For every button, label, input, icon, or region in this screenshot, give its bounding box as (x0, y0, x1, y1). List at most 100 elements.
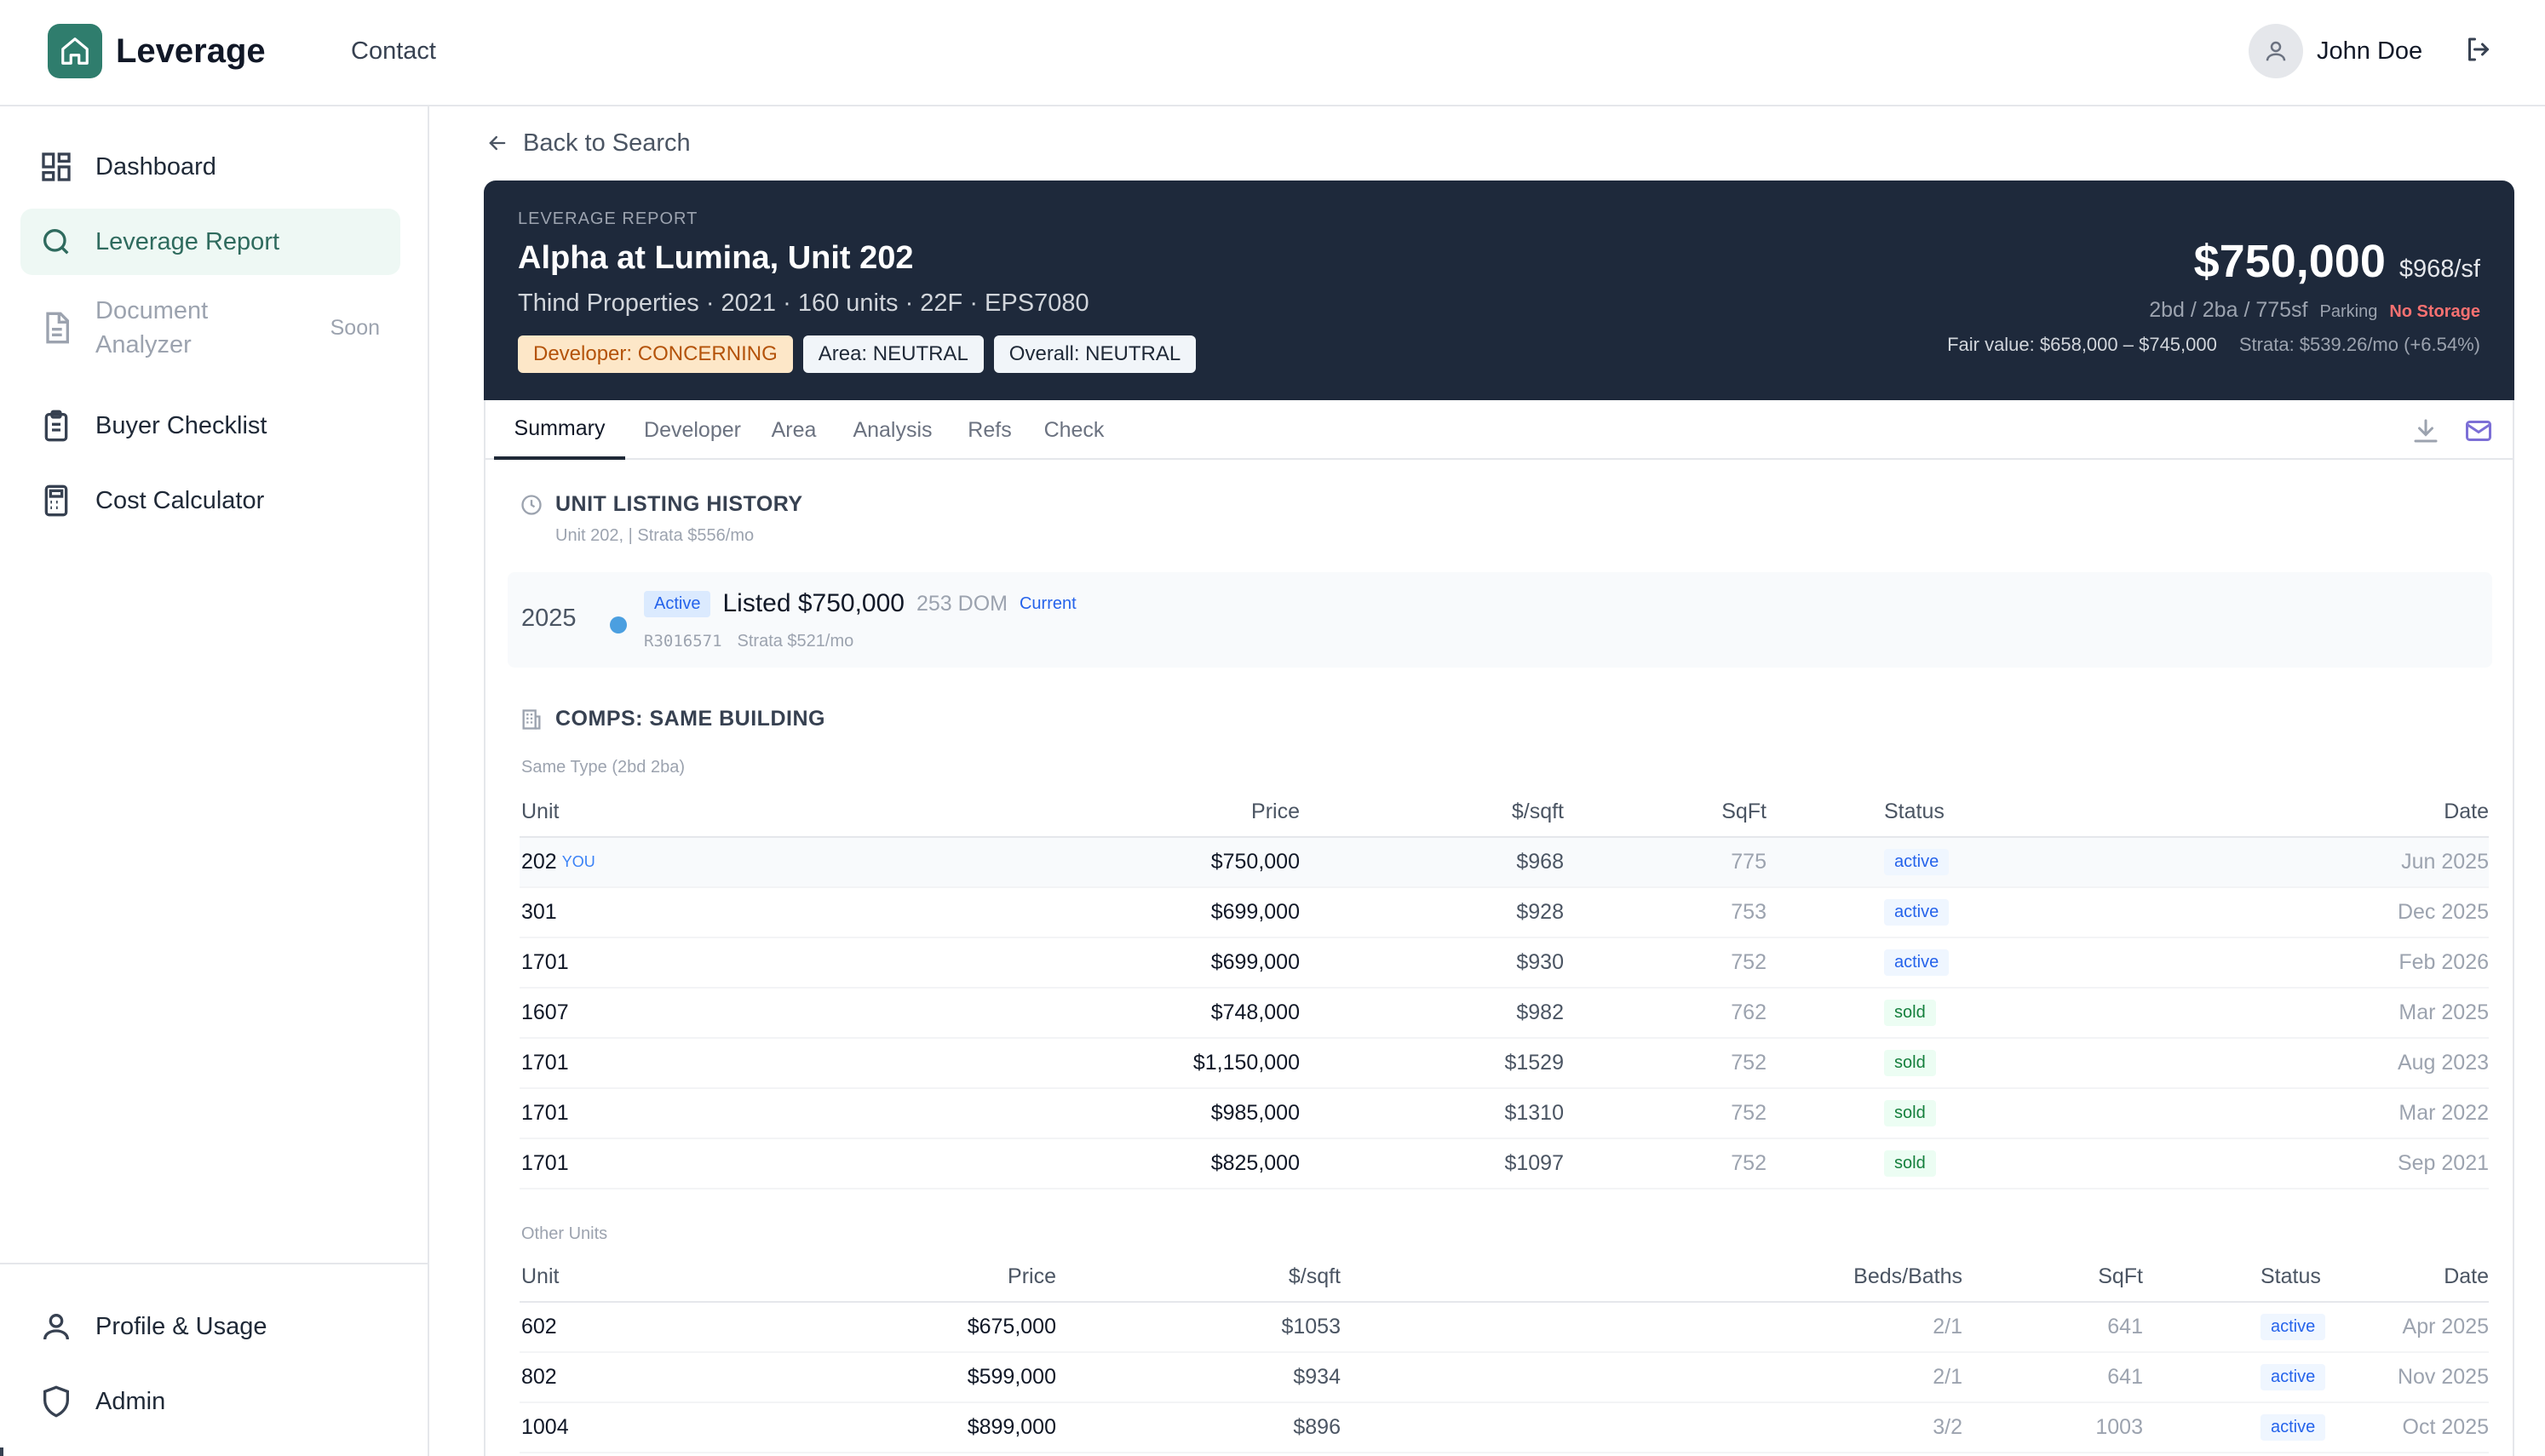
fair-value: Fair value: $658,000 – $745,000 (1947, 334, 2217, 355)
shield-icon (43, 1385, 69, 1418)
col-psf[interactable]: $/sqft (1511, 799, 1564, 823)
beds-baths-cell: 2/1 (1933, 1315, 1962, 1338)
price-cell: $675,000 (967, 1315, 1056, 1338)
price-block: $750,000 $968/sf (2194, 235, 2480, 288)
section-title: COMPS: SAME BUILDING (555, 707, 825, 731)
table-row[interactable]: 1701 $825,000 $1097 752 sold Sep 2021 (520, 1139, 2489, 1189)
col-sqft[interactable]: SqFt (1721, 799, 1767, 823)
status-badge: active (1884, 899, 1950, 926)
user-icon (43, 1314, 69, 1340)
unit-cell: 602 (521, 1315, 557, 1338)
report-header: LEVERAGE REPORT Alpha at Lumina, Unit 20… (484, 181, 2514, 400)
tab-check[interactable]: Check (1043, 417, 1105, 442)
col-sqft[interactable]: SqFt (2098, 1264, 2143, 1288)
area-badge: Area: NEUTRAL (802, 335, 984, 373)
status-badge: active (1884, 849, 1950, 875)
email-icon[interactable] (2463, 416, 2494, 446)
status-cell: sold (1884, 1039, 1936, 1087)
user-name[interactable]: John Doe (2317, 37, 2423, 65)
user-icon (2266, 41, 2286, 61)
date-cell: Sep 2021 (2397, 1151, 2489, 1175)
summary-panel: UNIT LISTING HISTORY Unit 202, | Strata … (484, 460, 2514, 1456)
tab-analysis[interactable]: Analysis (853, 417, 933, 442)
overall-badge: Overall: NEUTRAL (993, 335, 1197, 373)
unit-meta: 2bd / 2ba / 775sf Parking No Storage (2149, 298, 2480, 323)
sqft-cell: 752 (1731, 1101, 1767, 1125)
sidebar-item-admin[interactable]: Admin (20, 1368, 400, 1435)
sidebar-item-dashboard[interactable]: Dashboard (20, 134, 400, 200)
status-cell: active (1884, 888, 1950, 937)
resize-handle (0, 1447, 3, 1456)
psf-cell: $968 (1516, 850, 1564, 874)
sqft-cell: 752 (1731, 950, 1767, 974)
table-row[interactable]: 202 YOU $750,000 $968 775 active Jun 2025 (520, 838, 2489, 888)
developer-badge: Developer: CONCERNING (518, 335, 793, 373)
date-cell: Mar 2022 (2399, 1101, 2489, 1125)
col-beds-baths[interactable]: Beds/Baths (1853, 1264, 1962, 1288)
col-status[interactable]: Status (1884, 799, 1945, 823)
col-unit[interactable]: Unit (521, 1264, 560, 1288)
back-to-search-link[interactable]: Back to Search (485, 126, 691, 160)
sidebar-item-leverage-report[interactable]: Leverage Report (20, 209, 400, 275)
app-name[interactable]: Leverage (116, 32, 266, 70)
sqft-cell: 752 (1731, 1151, 1767, 1175)
table-row[interactable]: 1701 $985,000 $1310 752 sold Mar 2022 (520, 1089, 2489, 1139)
unit-cell: 1607 (521, 989, 569, 1037)
table-row[interactable]: 1004 $899,000 $896 3/2 1003 active Oct 2025 (520, 1403, 2489, 1453)
nav-contact-link[interactable]: Contact (351, 37, 436, 65)
col-price[interactable]: Price (1008, 1264, 1056, 1288)
logo-mark[interactable] (48, 24, 102, 78)
col-unit[interactable]: Unit (521, 799, 560, 823)
status-badge: active (2261, 1314, 2326, 1340)
tab-refs[interactable]: Refs (968, 417, 1012, 442)
clock-icon (521, 494, 542, 515)
price-cell: $1,150,000 (1192, 1051, 1300, 1075)
tab-summary[interactable]: Summary (494, 400, 625, 460)
col-status[interactable]: Status (2261, 1264, 2321, 1288)
sidebar-item-cost-calculator[interactable]: Cost Calculator (20, 467, 400, 534)
status-badge: sold (1884, 1150, 1936, 1177)
col-date[interactable]: Date (2444, 799, 2489, 823)
timeline-dot (610, 616, 627, 633)
price-cell: $699,000 (1210, 900, 1300, 924)
unit-cell: 1701 (521, 1139, 569, 1188)
top-bar: Leverage Contact John Doe (0, 0, 2545, 106)
psf-cell: $1529 (1504, 1051, 1564, 1075)
table-row[interactable]: 1701 $1,150,000 $1529 752 sold Aug 2023 (520, 1039, 2489, 1089)
clipboard-icon (44, 410, 68, 442)
logout-button[interactable] (2463, 34, 2497, 68)
unit-number: 1701 (521, 1101, 569, 1125)
table-row[interactable]: 301 $699,000 $928 753 active Dec 2025 (520, 888, 2489, 938)
table-header: Unit Price $/sqft SqFt Status Date (520, 787, 2489, 838)
sidebar-item-document-analyzer[interactable]: Document Analyzer Soon (20, 285, 400, 370)
sidebar-item-buyer-checklist[interactable]: Buyer Checklist (20, 393, 400, 459)
back-link-label: Back to Search (523, 129, 691, 157)
table-header: Unit Price $/sqft Beds/Baths SqFt Status… (520, 1252, 2489, 1303)
download-icon[interactable] (2410, 416, 2441, 446)
sidebar-item-label: Cost Calculator (95, 487, 265, 514)
sidebar-item-label: Admin (95, 1388, 166, 1415)
table-row[interactable]: 1701 $699,000 $930 752 active Feb 2026 (520, 938, 2489, 989)
tab-developer[interactable]: Developer (644, 417, 741, 442)
sidebar-item-profile[interactable]: Profile & Usage (20, 1293, 400, 1360)
date-cell: Feb 2026 (2399, 950, 2489, 974)
same-type-table: Unit Price $/sqft SqFt Status Date 202 YO… (520, 787, 2489, 1189)
col-price[interactable]: Price (1251, 799, 1300, 823)
sqft-cell: 775 (1731, 850, 1767, 874)
unit-number: 202 (521, 850, 557, 874)
other-units-table: Unit Price $/sqft Beds/Baths SqFt Status… (520, 1252, 2489, 1453)
sqft-cell: 752 (1731, 1051, 1767, 1075)
table-row[interactable]: 1607 $748,000 $982 762 sold Mar 2025 (520, 989, 2489, 1039)
table-row[interactable]: 802 $599,000 $934 2/1 641 active Nov 2025 (520, 1353, 2489, 1403)
report-subtitle: Thind Properties · 2021 · 160 units · 22… (518, 289, 1089, 317)
sidebar: Dashboard Leverage Report Document Analy… (0, 106, 429, 1456)
price-cell: $899,000 (967, 1415, 1056, 1439)
table-row[interactable]: 602 $675,000 $1053 2/1 641 active Apr 2025 (520, 1303, 2489, 1353)
report-tabs: Summary Developer Area Analysis Refs Che… (484, 400, 2514, 460)
col-psf[interactable]: $/sqft (1288, 1264, 1341, 1288)
search-icon (43, 229, 69, 255)
avatar[interactable] (2249, 24, 2303, 78)
col-date[interactable]: Date (2444, 1264, 2489, 1288)
tab-area[interactable]: Area (771, 417, 817, 442)
date-cell: Nov 2025 (2397, 1365, 2489, 1389)
